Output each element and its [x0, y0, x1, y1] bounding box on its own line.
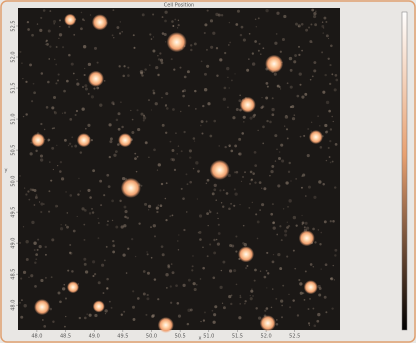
- y-tick-label: 49.0: [11, 238, 17, 249]
- y-tick-label: 48.5: [11, 269, 17, 280]
- y-axis-label: y: [5, 168, 8, 174]
- bright-spot: [309, 130, 323, 144]
- x-tick-label: 49.5: [117, 334, 128, 340]
- chart-title: Cell Position: [164, 3, 194, 9]
- bright-spot: [240, 97, 256, 113]
- bright-spot: [238, 246, 254, 262]
- colorbar: [402, 12, 407, 330]
- y-tick-label: 50.0: [11, 176, 17, 187]
- y-tick-label: 52.5: [11, 20, 17, 31]
- bright-spot: [210, 160, 230, 180]
- x-tick-label: 51.0: [203, 334, 214, 340]
- bright-spot: [260, 315, 276, 331]
- y-tick-label: 51.0: [11, 113, 17, 124]
- y-tick-label: 49.5: [11, 207, 17, 218]
- y-tick-label: 48.0: [11, 300, 17, 311]
- x-tick-label: 48.0: [31, 334, 42, 340]
- bright-spot: [299, 230, 315, 246]
- bright-spot: [118, 133, 132, 147]
- y-tick-label: 50.5: [11, 145, 17, 156]
- plot-area: [18, 8, 340, 330]
- x-tick-label: 49.0: [89, 334, 100, 340]
- bright-spot: [167, 32, 187, 52]
- bright-spot: [92, 14, 108, 30]
- x-tick-label: 52.5: [289, 334, 300, 340]
- bright-spot: [304, 280, 318, 294]
- bright-spot: [31, 133, 45, 147]
- bright-spot: [67, 281, 79, 293]
- bright-spot: [158, 317, 174, 333]
- bright-spot: [77, 133, 91, 147]
- bright-spot: [121, 178, 141, 198]
- x-tick-label: 51.5: [232, 334, 243, 340]
- bright-spot: [93, 300, 105, 312]
- bright-spot: [265, 55, 283, 73]
- y-tick-label: 52.0: [11, 51, 17, 62]
- x-axis-label: x: [199, 336, 202, 342]
- bright-spot: [34, 299, 50, 315]
- x-tick-label: 50.0: [146, 334, 157, 340]
- y-tick-label: 51.5: [11, 82, 17, 93]
- chart: Cell Position x y 48.0 48.5 49.0 49.5 50.0 50…: [0, 0, 416, 343]
- x-tick-label: 52.0: [261, 334, 272, 340]
- bright-spot: [64, 14, 76, 26]
- x-tick-label: 48.5: [60, 334, 71, 340]
- page: Cell Position x y 48.0 48.5 49.0 49.5 50.0 50…: [0, 0, 416, 343]
- x-tick-label: 50.5: [175, 334, 186, 340]
- bright-spot: [88, 71, 104, 87]
